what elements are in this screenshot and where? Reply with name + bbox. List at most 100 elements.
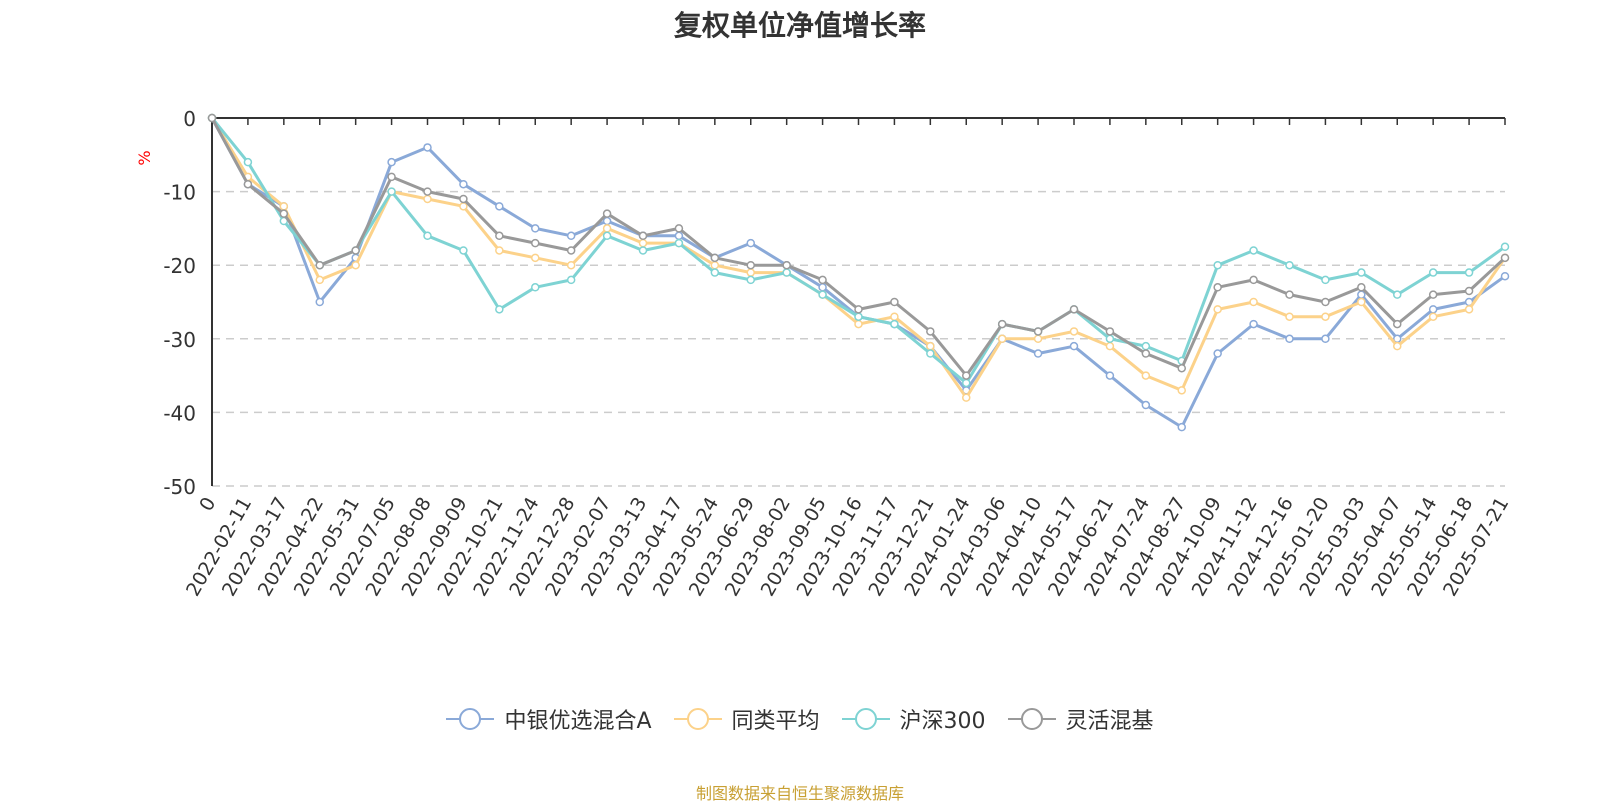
legend-marker-icon	[673, 708, 722, 730]
data-point	[818, 290, 827, 299]
data-point	[746, 260, 755, 270]
legend-item[interactable]: 中银优选混合A	[446, 703, 652, 735]
data-point	[674, 238, 684, 248]
legend-circle	[1020, 708, 1043, 730]
data-point	[1177, 422, 1186, 432]
data-point	[1033, 349, 1043, 358]
x-tick-label: 0	[195, 494, 220, 515]
data-point	[1213, 260, 1222, 270]
data-point	[279, 209, 289, 218]
data-point	[926, 341, 935, 351]
data-point	[1249, 246, 1258, 255]
data-point	[387, 187, 396, 196]
data-point	[1357, 290, 1366, 299]
legend-label: 沪深300	[899, 709, 986, 734]
data-point	[746, 268, 755, 277]
legend-marker-icon	[841, 708, 890, 730]
data-point	[495, 246, 504, 255]
data-point	[1177, 386, 1186, 395]
data-point	[638, 238, 648, 248]
data-point	[1393, 290, 1402, 299]
data-point	[243, 157, 253, 167]
data-point	[602, 224, 612, 233]
series-line-1	[210, 117, 1507, 400]
data-point	[854, 305, 863, 314]
data-point	[746, 275, 755, 285]
chart-title: 复权单位净值增长率	[673, 9, 926, 42]
data-point	[315, 260, 324, 270]
data-point	[1285, 260, 1294, 270]
data-point	[926, 349, 935, 358]
legend-label: 灵活混基	[1065, 709, 1154, 734]
data-point	[1141, 341, 1151, 351]
data-point	[710, 260, 720, 270]
data-point	[1105, 334, 1115, 344]
data-point	[710, 268, 720, 277]
legend-circle	[686, 708, 709, 730]
data-point	[423, 187, 432, 196]
axis-layer: 0-10-20-30-40-5002022-02-112022-03-17202…	[163, 107, 1513, 600]
data-point	[1500, 253, 1510, 263]
data-point	[423, 143, 432, 152]
data-point	[1033, 334, 1043, 344]
data-point	[1105, 327, 1115, 336]
data-point	[1213, 349, 1222, 358]
legend-label: 中银优选混合A	[504, 709, 652, 734]
legend-circle	[459, 708, 482, 730]
data-point	[602, 216, 612, 226]
data-point	[459, 179, 468, 189]
data-point	[1321, 334, 1330, 344]
data-point	[1285, 312, 1294, 321]
data-point	[1464, 305, 1474, 314]
legend: 中银优选混合A 同类平均 沪深300 灵活混基	[0, 703, 1600, 735]
data-point	[1285, 334, 1294, 344]
data-point	[1393, 341, 1402, 351]
legend-item[interactable]: 沪深300	[841, 703, 986, 735]
data-point	[315, 275, 324, 285]
data-point	[423, 194, 432, 204]
data-point	[1464, 286, 1474, 296]
data-point	[962, 378, 971, 388]
data-point	[279, 202, 289, 211]
data-point	[243, 179, 253, 189]
data-point	[890, 297, 899, 307]
data-point	[1321, 275, 1330, 285]
legend-item[interactable]: 同类平均	[673, 703, 820, 735]
data-point	[566, 246, 576, 255]
data-point	[1213, 283, 1222, 292]
data-point	[1500, 271, 1510, 281]
data-point	[1428, 268, 1438, 277]
legend-marker-icon	[1007, 708, 1056, 730]
source-note: 制图数据来自恒生聚源数据库	[695, 784, 904, 803]
y-tick-label: -20	[163, 254, 196, 278]
data-point	[638, 231, 648, 241]
data-point	[1141, 371, 1151, 380]
legend-label: 同类平均	[731, 709, 820, 734]
data-point	[1500, 242, 1510, 252]
data-point	[351, 260, 360, 270]
data-point	[495, 202, 504, 211]
data-point	[1428, 312, 1438, 321]
data-point	[387, 172, 396, 182]
data-point	[818, 283, 827, 292]
data-point	[1141, 400, 1151, 410]
data-point	[1357, 297, 1366, 307]
legend-circle	[854, 708, 877, 730]
data-point	[1321, 312, 1330, 321]
y-tick-label: 0	[183, 107, 196, 131]
data-point	[746, 238, 755, 248]
data-point	[1249, 275, 1258, 285]
data-point	[566, 231, 576, 241]
data-point	[710, 253, 720, 263]
data-point	[207, 113, 217, 123]
data-point	[459, 202, 468, 211]
data-point	[1069, 341, 1079, 351]
data-point	[566, 260, 576, 270]
data-point	[854, 312, 863, 321]
data-point	[459, 194, 468, 204]
data-point	[818, 275, 827, 285]
legend-item[interactable]: 灵活混基	[1007, 703, 1154, 735]
data-point	[1249, 319, 1258, 329]
data-point	[1428, 305, 1438, 314]
data-point	[459, 246, 468, 255]
